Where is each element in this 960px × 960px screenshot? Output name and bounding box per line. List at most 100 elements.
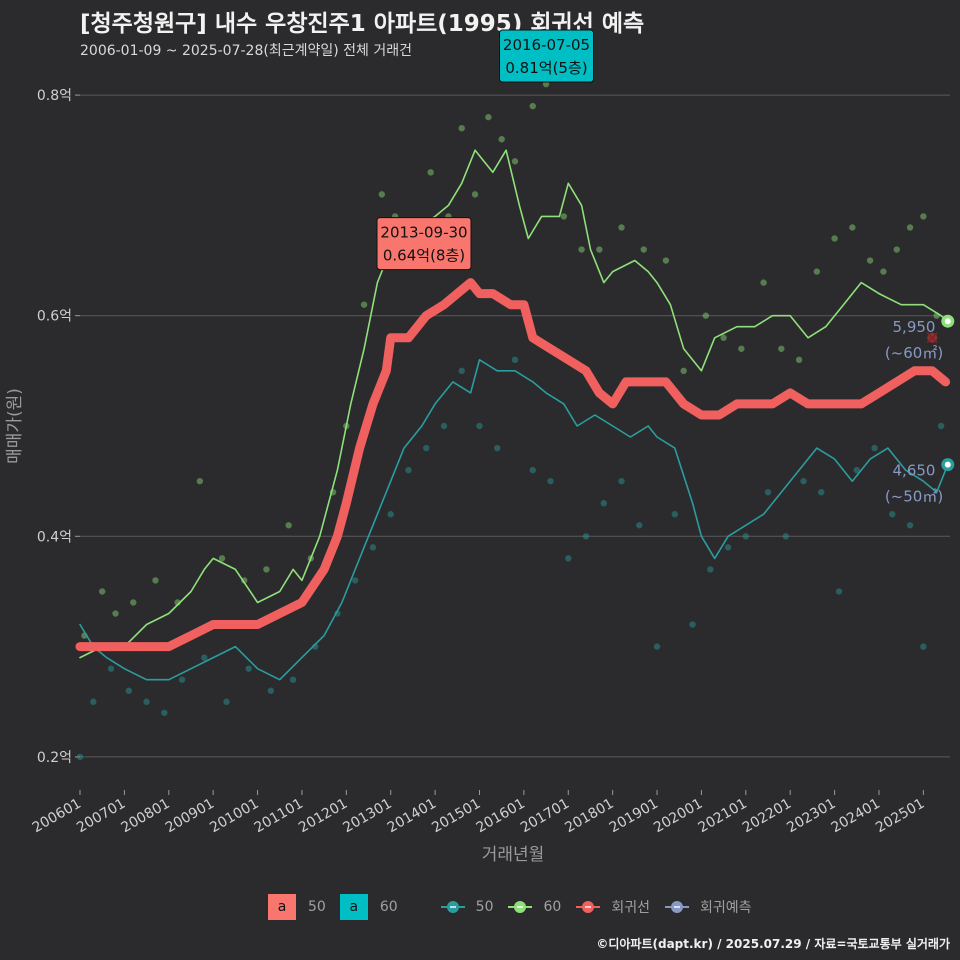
scatter-point-50-7: [201, 654, 208, 661]
scatter-point-50-42: [853, 466, 860, 474]
scatter-point-60-34: [702, 312, 710, 319]
forecast-point-core-50: [944, 461, 951, 468]
scatter-point-50-27: [582, 533, 590, 540]
scatter-point-60-39: [795, 356, 803, 364]
y-tick-label-2: 0.6억: [37, 309, 72, 325]
y-axis-title: 매매가(원): [5, 388, 25, 464]
callout-50: 2013-09-30 0.64억(8층): [376, 217, 472, 271]
scatter-point-60-24: [511, 158, 519, 165]
scatter-point-50-28: [600, 500, 607, 507]
scatter-point-60-40: [813, 268, 821, 275]
callout-box-50: [376, 217, 472, 271]
scatter-point-50-2: [107, 665, 115, 672]
scatter-point-50-25: [547, 477, 554, 485]
scatter-point-60-27: [560, 213, 568, 220]
scatter-point-60-3: [130, 599, 137, 606]
scatter-point-60-45: [893, 246, 900, 253]
scatter-point-50-24: [529, 466, 536, 474]
callout-date-60: 2016-07-05: [503, 36, 590, 54]
scatter-point-50-37: [764, 488, 772, 496]
x-axis-title: 거래년월: [482, 845, 545, 865]
scatter-point-50-16: [387, 511, 394, 518]
scatter-point-60-20: [458, 124, 465, 132]
scatter-point-50-44: [889, 511, 896, 518]
source-footer: ©디아파트(dapt.kr) / 2025.07.29 / 자료=국토교통부 실…: [596, 937, 950, 951]
forecast-value-60: 5,950: [893, 318, 936, 336]
y-tick-label-3: 0.8억: [37, 88, 72, 104]
legend-forecast: 회귀예측: [664, 894, 752, 920]
scatter-point-50-35: [724, 544, 732, 551]
scatter-point-60-15: [378, 191, 386, 198]
regression-line: [75, 278, 951, 652]
legend-regression-icon: [575, 894, 601, 920]
outlier-cross: [926, 332, 938, 344]
x-tick-label-14: 202001: [651, 796, 705, 837]
scatter-point-50-3: [125, 687, 133, 694]
scatter-point-50-14: [352, 577, 359, 584]
scatter-point-50-15: [369, 544, 377, 551]
x-tick-label-4: 201001: [207, 796, 261, 837]
scatter-point-60-29: [596, 246, 603, 253]
callout-date-50: 2013-09-30: [380, 224, 467, 242]
legend-label-50: a 50: [268, 894, 326, 920]
chart-subtitle: 2006-01-09 ~ 2025-07-28(최근계약일) 전체 거래건: [80, 43, 412, 59]
scatter-point-60-21: [471, 191, 479, 198]
scatter-point-60-32: [662, 257, 670, 264]
scatter-point-50-34: [707, 566, 714, 573]
legend-line-50: 50: [440, 894, 494, 920]
legend-line-60: 60: [507, 894, 561, 920]
callout-value-60: 0.81억(5층): [505, 59, 587, 77]
x-tick-label-17: 202301: [784, 796, 838, 837]
legend-line-50-icon: [440, 894, 466, 920]
scatter-point-50-6: [178, 676, 186, 683]
scatter-point-60-36: [738, 345, 745, 352]
scatter-point-50-22: [494, 444, 501, 452]
legend-box-50: a: [268, 894, 296, 920]
legend-line-60-icon: [507, 894, 533, 920]
scatter-point-60-23: [498, 136, 505, 143]
legend-forecast-label: 회귀예측: [699, 900, 752, 916]
scatter-point-60-9: [263, 566, 270, 573]
x-tick-label-8: 201401: [385, 796, 439, 837]
scatter-point-60-7: [218, 555, 226, 562]
scatter-point-50-41: [835, 588, 843, 595]
scatter-point-50-38: [782, 533, 789, 540]
scatter-point-50-1: [90, 698, 97, 705]
scatter-point-50-0: [76, 753, 84, 761]
scatter-point-50-26: [565, 555, 572, 562]
scatter-point-50-5: [161, 709, 168, 716]
legend-box-60: a: [339, 894, 368, 920]
scatter-point-50-18: [423, 444, 430, 452]
scatter-point-50-30: [636, 522, 643, 529]
scatter-point-60-4: [152, 577, 159, 584]
forecast-value-50: 4,650: [893, 462, 936, 480]
scatter-point-50-39: [800, 477, 807, 485]
scatter-point-50-43: [871, 444, 878, 452]
scatter-point-60-25: [529, 102, 536, 110]
scatter-layer: [76, 80, 945, 761]
scatter-point-60-43: [866, 257, 874, 264]
legend-line-label-50: 50: [475, 899, 494, 915]
callout-box-60: [499, 29, 595, 83]
y-tick-label-0: 0.2억: [37, 750, 72, 766]
x-tick-label-2: 200801: [118, 796, 172, 837]
x-tick-label-7: 201301: [340, 796, 394, 837]
scatter-point-60-1: [98, 588, 106, 595]
x-tick-label-3: 200901: [163, 796, 217, 837]
scatter-point-50-11: [289, 676, 297, 683]
legend-forecast-icon: [664, 894, 690, 920]
scatter-point-50-32: [671, 511, 678, 518]
x-tick-label-16: 202201: [740, 796, 794, 837]
scatter-point-50-29: [618, 477, 625, 485]
scatter-point-60-38: [778, 345, 785, 352]
scatter-point-60-22: [485, 113, 492, 121]
scatter-point-50-46: [920, 643, 927, 650]
legend-box-label-60: 60: [379, 899, 398, 915]
scatter-point-50-20: [458, 367, 465, 375]
scatter-point-60-2: [112, 610, 119, 617]
x-tick-label-11: 201701: [518, 796, 572, 837]
scatter-point-50-23: [511, 356, 519, 364]
legend-box-label-50: 50: [308, 899, 326, 915]
scatter-point-60-18: [427, 169, 434, 176]
